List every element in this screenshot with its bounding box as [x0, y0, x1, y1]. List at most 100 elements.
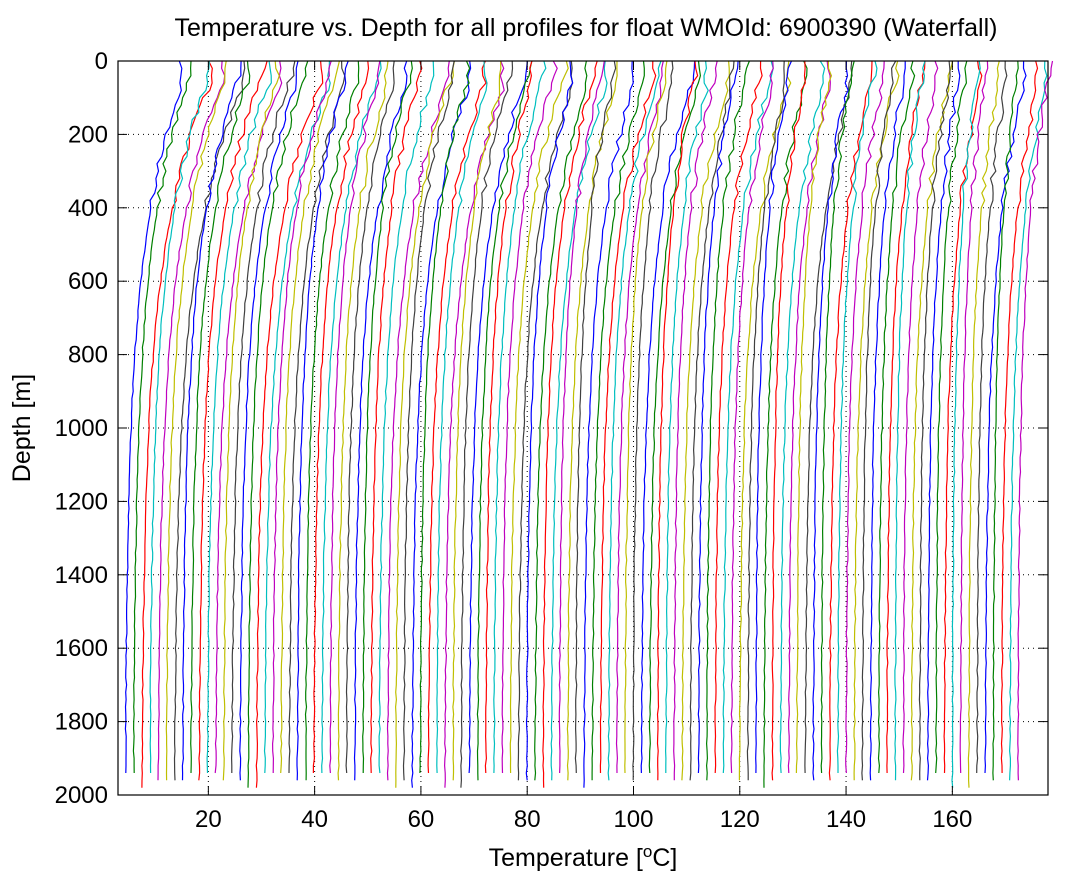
profile-line — [411, 60, 472, 788]
profile-line — [918, 60, 951, 781]
profile-line — [664, 60, 709, 773]
profile-line — [845, 60, 885, 774]
y-tick-label: 200 — [68, 121, 108, 148]
profile-line — [173, 60, 246, 781]
profile-line — [476, 60, 533, 781]
x-tick-label: 120 — [720, 806, 760, 833]
profile-line — [427, 60, 487, 774]
profile-line — [1008, 60, 1048, 781]
profile-line — [566, 60, 618, 781]
profile-line — [910, 60, 954, 781]
profile-line — [705, 60, 750, 781]
x-axis-label-end: C] — [652, 844, 677, 872]
profile-line — [386, 60, 450, 781]
y-tick-label: 1800 — [55, 709, 108, 736]
profile-line — [255, 60, 324, 788]
y-axis-label: Depth [m] — [8, 374, 36, 482]
profile-line — [787, 60, 831, 774]
profile-line — [362, 60, 413, 774]
profile-line — [583, 60, 634, 788]
profile-line — [853, 60, 900, 781]
x-tick-label: 40 — [301, 806, 328, 833]
profile-line — [296, 60, 349, 781]
profile-line — [452, 60, 502, 781]
x-axis-label-main: Temperature [ — [489, 844, 643, 872]
profile-line — [943, 60, 983, 774]
profile-line — [673, 60, 718, 781]
profile-line — [206, 60, 272, 774]
profile-line — [501, 60, 558, 774]
profile-line — [738, 60, 792, 781]
profile-line — [271, 60, 332, 774]
x-tick-label: 20 — [195, 806, 222, 833]
profile-line — [468, 60, 528, 774]
profile-line — [976, 60, 1008, 774]
profile-line — [165, 60, 227, 781]
profile-line — [558, 60, 605, 774]
profile-line — [198, 60, 268, 781]
profile-line — [230, 60, 296, 773]
chart-title: Temperature vs. Depth for all profiles f… — [174, 14, 997, 42]
profile-line — [591, 60, 645, 781]
profile-line — [509, 60, 569, 774]
profile-line — [321, 60, 382, 774]
profile-line — [992, 60, 1019, 781]
profile-line — [402, 60, 455, 781]
y-tick-label: 1200 — [55, 488, 108, 515]
profile-line — [329, 60, 381, 774]
profile-line — [247, 60, 309, 788]
profile-line — [157, 60, 226, 781]
profile-line — [484, 60, 533, 774]
profile-line — [877, 60, 916, 774]
profile-line — [574, 60, 617, 774]
profile-line — [722, 60, 774, 774]
profile-line — [394, 60, 455, 788]
x-tick-label: 140 — [826, 806, 866, 833]
profile-line — [419, 60, 471, 774]
profile-line — [312, 60, 370, 773]
profile-line — [820, 60, 855, 774]
profile-line — [812, 60, 849, 781]
profile-line — [984, 60, 1027, 774]
profile-line — [288, 60, 346, 774]
profile-line — [714, 60, 763, 774]
profile-line — [836, 60, 878, 773]
profile-line — [656, 60, 699, 781]
profile-line — [460, 60, 514, 788]
profile-line — [967, 60, 1000, 788]
y-tick-label: 400 — [68, 195, 108, 222]
axis-ticks — [118, 60, 1048, 796]
profile-line — [542, 60, 598, 788]
profile-line — [534, 60, 588, 781]
profile-line — [894, 60, 926, 781]
profile-line — [746, 60, 785, 781]
profile-line — [132, 60, 192, 774]
profile-line — [886, 60, 926, 774]
profile-line — [124, 60, 183, 774]
profile-line — [337, 60, 389, 781]
profile-line — [214, 60, 283, 774]
profile-line — [141, 60, 213, 788]
y-tick-label: 800 — [68, 342, 108, 369]
profile-line — [436, 61, 488, 774]
profile-line — [624, 60, 668, 774]
profile-line — [222, 60, 280, 781]
profile-line — [181, 60, 242, 781]
profile-line — [632, 60, 674, 781]
profile-line — [615, 60, 664, 774]
x-tick-label: 100 — [613, 806, 653, 833]
profile-line — [828, 60, 873, 781]
profile-line — [902, 60, 939, 774]
profile-line — [697, 60, 739, 774]
profile-line — [779, 60, 826, 774]
profile-line — [755, 60, 793, 774]
x-tick-label: 60 — [408, 806, 435, 833]
profile-line — [149, 60, 210, 774]
profile-lines — [124, 60, 1054, 788]
profile-line — [640, 60, 696, 774]
y-tick-label: 600 — [68, 268, 108, 295]
profile-line — [730, 60, 774, 774]
profile-line — [280, 60, 340, 774]
profile-line — [607, 60, 662, 781]
